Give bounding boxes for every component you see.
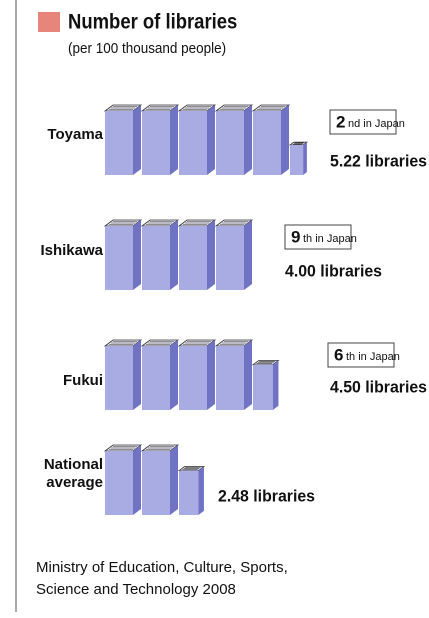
rank-suffix: th in Japan bbox=[346, 351, 400, 363]
book-spine bbox=[170, 445, 178, 515]
book-front bbox=[216, 226, 244, 290]
rank-box bbox=[284, 224, 352, 250]
book-spine bbox=[207, 220, 215, 290]
book-spine bbox=[207, 105, 215, 175]
rank-box bbox=[327, 342, 395, 368]
book-spine bbox=[198, 466, 204, 515]
book-front bbox=[142, 226, 170, 290]
book-front bbox=[142, 346, 170, 410]
book-front bbox=[179, 346, 207, 410]
rank-suffix: th in Japan bbox=[303, 233, 357, 245]
book-front bbox=[216, 346, 244, 410]
book-spine bbox=[244, 220, 252, 290]
category-label: Toyama bbox=[47, 126, 103, 143]
book-spine bbox=[133, 220, 141, 290]
book-front bbox=[142, 111, 170, 175]
source: Ministry of Education, Culture, Sports, bbox=[36, 559, 288, 576]
rank-box bbox=[329, 109, 397, 135]
rank-number: 9 bbox=[291, 227, 300, 246]
book-spine bbox=[170, 105, 178, 175]
book-front bbox=[105, 346, 133, 410]
book-spine bbox=[244, 340, 252, 410]
book-spine bbox=[170, 220, 178, 290]
book-spine bbox=[281, 105, 289, 175]
book-group bbox=[103, 339, 280, 410]
book-spine bbox=[244, 105, 252, 175]
category-label: National average bbox=[44, 456, 103, 491]
rank-suffix: nd in Japan bbox=[348, 118, 405, 130]
chart-subtitle: (per 100 thousand people) bbox=[68, 40, 226, 57]
value-label: 5.22 libraries bbox=[330, 151, 427, 170]
book-front bbox=[290, 144, 304, 175]
book-front bbox=[105, 451, 133, 515]
value-label: 2.48 libraries bbox=[218, 486, 315, 505]
book-front bbox=[142, 451, 170, 515]
book-front bbox=[179, 226, 207, 290]
book-front bbox=[105, 226, 133, 290]
book-front bbox=[179, 111, 207, 175]
book-group bbox=[103, 219, 254, 290]
book-spine bbox=[133, 445, 141, 515]
book-spine bbox=[133, 340, 141, 410]
book-spine bbox=[303, 142, 307, 175]
book-spine bbox=[170, 340, 178, 410]
category-label: Ishikawa bbox=[40, 242, 103, 259]
book-spine bbox=[207, 340, 215, 410]
book-front bbox=[179, 470, 199, 515]
source: Science and Technology 2008 bbox=[36, 581, 236, 598]
value-label: 4.50 libraries bbox=[330, 377, 427, 396]
book-front bbox=[216, 111, 244, 175]
book-group bbox=[103, 444, 206, 515]
book-front bbox=[105, 111, 133, 175]
book-front bbox=[253, 111, 281, 175]
title-marker bbox=[38, 12, 60, 32]
book-spine bbox=[133, 105, 141, 175]
chart-title: Number of libraries bbox=[68, 10, 237, 33]
value-label: 4.00 libraries bbox=[285, 261, 382, 280]
book-front bbox=[253, 364, 273, 410]
category-label: Fukui bbox=[63, 372, 103, 389]
rank-number: 6 bbox=[334, 345, 343, 364]
book-group bbox=[103, 104, 309, 175]
book-spine bbox=[272, 360, 279, 410]
rank-number: 2 bbox=[336, 112, 345, 131]
